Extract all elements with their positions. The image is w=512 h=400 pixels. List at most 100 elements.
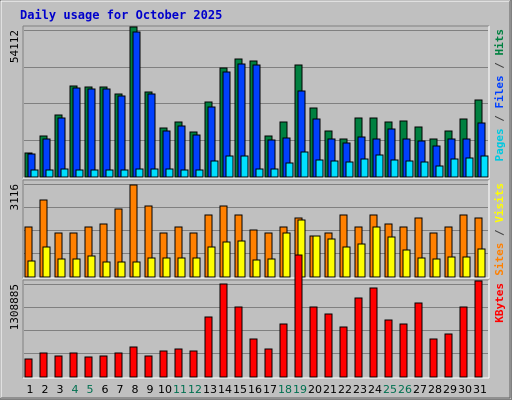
bar-kbytes-day-17 (264, 348, 273, 378)
bar-kbytes-day-1 (24, 358, 33, 378)
bar-pages-day-22 (345, 161, 354, 178)
day-label-12: 12 (188, 383, 202, 396)
day-label-21: 21 (323, 383, 337, 396)
bar-sites-day-16 (252, 259, 261, 278)
bar-kbytes-day-28 (429, 338, 438, 378)
legend-item: Visits (493, 183, 506, 223)
bar-sites-day-7 (117, 261, 126, 278)
bar-kbytes-day-26 (399, 323, 408, 378)
day-label-16: 16 (248, 383, 262, 396)
bar-pages-day-29 (450, 158, 459, 178)
bars-kbytes (24, 254, 483, 378)
day-label-15: 15 (233, 383, 247, 396)
bar-files-day-8 (132, 31, 141, 178)
legend-item: KBytes (493, 283, 506, 323)
bar-pages-day-8 (135, 168, 144, 178)
bar-kbytes-day-5 (84, 356, 93, 378)
bar-kbytes-day-8 (129, 346, 138, 378)
panel-visits: 3116 Sites / Visits (8, 179, 506, 279)
legend-item: / (493, 56, 506, 76)
legend-item: Pages (493, 128, 506, 161)
bar-pages-day-13 (210, 160, 219, 178)
bar-files-day-16 (252, 64, 261, 178)
bar-pages-day-31 (480, 155, 489, 178)
bar-kbytes-day-2 (39, 352, 48, 378)
bar-sites-day-12 (192, 257, 201, 278)
bar-files-day-9 (147, 93, 156, 178)
bar-pages-day-11 (180, 169, 189, 178)
day-label-9: 9 (147, 383, 154, 396)
day-labels: 1 2 3 4 5 6 7 8 9 10 11 12 13 14 15 16 17 18 19 20 21 22 23 24 2… (27, 383, 488, 396)
day-label-25: 25 (383, 383, 397, 396)
bar-kbytes-day-19 (294, 254, 303, 378)
bar-kbytes-day-29 (444, 333, 453, 378)
legend-item: Hits (493, 29, 506, 56)
bar-sites-day-6 (102, 261, 111, 278)
day-label-23: 23 (353, 383, 367, 396)
bar-sites-day-1 (27, 260, 36, 278)
day-label-29: 29 (443, 383, 457, 396)
day-label-10: 10 (158, 383, 172, 396)
bar-sites-day-13 (207, 246, 216, 278)
bar-files-day-5 (87, 88, 96, 178)
bar-kbytes-day-23 (354, 297, 363, 378)
day-label-3: 3 (57, 383, 64, 396)
bar-sites-day-2 (42, 246, 51, 278)
day-label-19: 19 (293, 383, 307, 396)
bar-kbytes-day-30 (459, 306, 468, 378)
chart-panels: 54112 Pages / Files / Hits 3116 Sites / Vis… (8, 25, 506, 379)
bar-files-day-3 (57, 117, 66, 178)
legend-visits: Sites / Visits (493, 183, 506, 276)
day-label-8: 8 (132, 383, 139, 396)
legend-kbytes: KBytes (493, 283, 506, 323)
bar-sites-day-4 (72, 258, 81, 278)
bar-kbytes-day-3 (54, 355, 63, 378)
legend-item: Files (493, 75, 506, 108)
bar-sites-day-9 (147, 257, 156, 278)
day-label-1: 1 (27, 383, 34, 396)
legend-item: / (493, 109, 506, 129)
bar-kbytes-day-7 (114, 352, 123, 378)
bar-sites-day-24 (372, 226, 381, 278)
day-label-20: 20 (308, 383, 322, 396)
bar-files-day-6 (102, 88, 111, 178)
chart-title: Daily usage for October 2025 (20, 8, 222, 22)
bar-kbytes-day-12 (189, 350, 198, 378)
panel-kbytes: 1308885 KBytes (8, 254, 506, 379)
legend-item: Sites (493, 243, 506, 276)
max-label-kbytes: 1308885 (8, 284, 21, 330)
bar-pages-day-26 (405, 160, 414, 178)
bar-kbytes-day-11 (174, 348, 183, 378)
day-label-31: 31 (473, 383, 487, 396)
bar-kbytes-day-4 (69, 352, 78, 378)
bar-kbytes-day-9 (144, 355, 153, 378)
bar-kbytes-day-16 (249, 338, 258, 378)
bar-pages-day-21 (330, 160, 339, 178)
bar-sites-day-25 (387, 236, 396, 278)
bar-kbytes-day-15 (234, 306, 243, 378)
bar-pages-day-5 (90, 169, 99, 178)
legend-hits: Pages / Files / Hits (493, 29, 506, 162)
bar-kbytes-day-21 (324, 313, 333, 378)
bar-pages-day-14 (225, 155, 234, 178)
legend-item: / (493, 223, 506, 243)
bar-sites-day-11 (177, 257, 186, 278)
bar-files-day-4 (72, 87, 81, 178)
bar-pages-day-16 (255, 168, 264, 178)
day-label-2: 2 (42, 383, 49, 396)
bar-kbytes-day-10 (159, 350, 168, 378)
day-label-18: 18 (278, 383, 292, 396)
bar-pages-day-6 (105, 169, 114, 178)
bar-pages-day-27 (420, 161, 429, 178)
bar-kbytes-day-22 (339, 326, 348, 378)
bar-pages-day-19 (300, 151, 309, 178)
panel-hits: 54112 Pages / Files / Hits (8, 25, 506, 179)
bar-sites-day-20 (312, 235, 321, 278)
day-label-13: 13 (203, 383, 217, 396)
bar-sites-day-10 (162, 257, 171, 278)
bar-pages-day-4 (75, 169, 84, 178)
bar-pages-day-2 (45, 169, 54, 178)
bar-pages-day-10 (165, 168, 174, 178)
day-label-17: 17 (263, 383, 277, 396)
